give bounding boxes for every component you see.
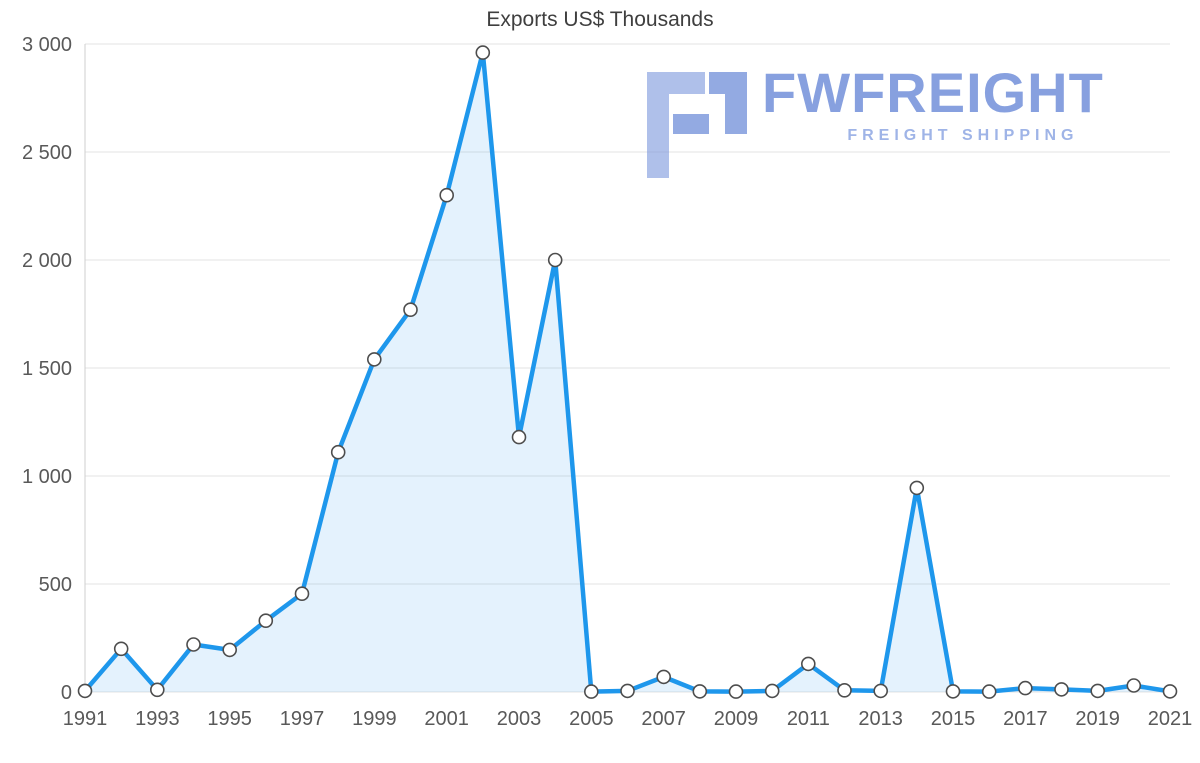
x-tick-label: 1997 <box>280 708 325 730</box>
x-tick-label: 2001 <box>424 708 469 730</box>
data-point-marker <box>945 684 961 699</box>
x-tick-label: 1991 <box>63 708 108 730</box>
y-tick-label: 1 500 <box>22 358 72 380</box>
data-point-marker <box>1018 680 1033 696</box>
data-point-marker <box>873 683 889 699</box>
data-point-marker <box>77 683 93 699</box>
x-tick-label: 2017 <box>1003 708 1048 730</box>
x-tick-label: 2015 <box>931 708 976 730</box>
data-point-marker <box>909 480 925 496</box>
x-tick-label: 2013 <box>858 708 903 730</box>
data-point-marker <box>764 683 780 699</box>
x-tick-label: 2007 <box>641 708 686 730</box>
data-point-marker <box>1162 684 1178 699</box>
data-point-marker <box>583 684 599 699</box>
chart-title: Exports US$ Thousands <box>486 8 714 31</box>
data-point-marker <box>475 45 491 60</box>
y-tick-label: 500 <box>39 574 72 596</box>
data-point-marker <box>439 187 455 203</box>
data-point-marker <box>1054 682 1069 697</box>
data-point-marker <box>511 429 527 445</box>
x-tick-label: 1993 <box>135 708 180 730</box>
data-point-marker <box>1126 678 1142 693</box>
data-point-marker <box>547 252 563 268</box>
x-tick-label: 2009 <box>714 708 759 730</box>
x-tick-label: 1995 <box>207 708 252 730</box>
data-point-marker <box>692 684 708 699</box>
data-point-marker <box>294 586 310 602</box>
data-point-marker <box>981 684 997 699</box>
data-point-marker <box>656 669 672 685</box>
data-point-marker <box>330 444 346 460</box>
x-tick-label: 2003 <box>497 708 542 730</box>
y-tick-label: 1 000 <box>22 466 72 488</box>
x-tick-label: 2005 <box>569 708 614 730</box>
y-tick-label: 0 <box>61 682 72 704</box>
data-point-marker <box>150 682 165 698</box>
data-point-marker <box>403 302 418 318</box>
data-point-marker <box>222 642 237 658</box>
data-point-marker <box>366 352 382 367</box>
data-point-marker <box>837 682 852 698</box>
x-tick-label: 2019 <box>1075 708 1120 730</box>
x-tick-label: 2021 <box>1148 708 1193 730</box>
x-tick-label: 1999 <box>352 708 397 730</box>
y-tick-label: 2 500 <box>22 142 72 164</box>
data-point-marker <box>620 683 635 699</box>
y-tick-label: 2 000 <box>22 250 72 272</box>
series-line <box>82 50 1173 694</box>
data-point-marker <box>113 641 129 657</box>
data-point-marker <box>800 656 816 672</box>
x-tick-label: 2011 <box>787 708 830 730</box>
data-point-marker <box>728 684 744 699</box>
data-point-marker <box>1090 683 1105 699</box>
y-tick-label: 3 000 <box>22 34 72 56</box>
series-area <box>85 52 1170 693</box>
data-point-marker <box>258 613 274 629</box>
data-point-marker <box>186 637 201 652</box>
